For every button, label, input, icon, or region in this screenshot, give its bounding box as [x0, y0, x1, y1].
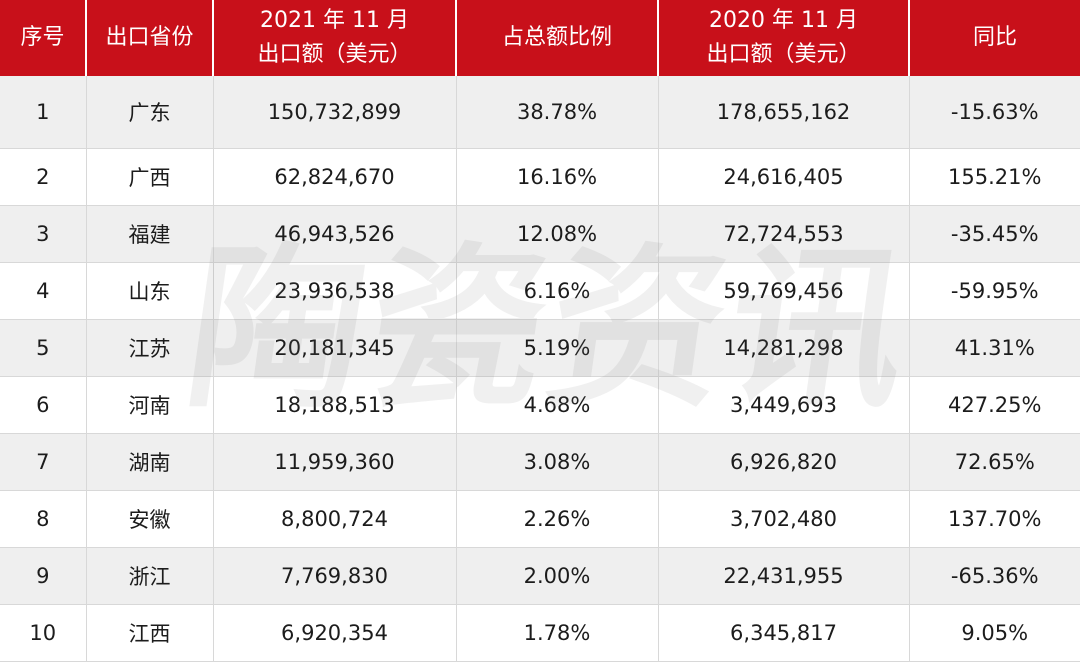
cell-rank: 4 [0, 262, 87, 320]
cell-yoy: -15.63% [909, 76, 1080, 149]
header-yoy: 同比 [909, 0, 1080, 76]
cell-province: 湖南 [86, 433, 214, 491]
cell-export-2021: 6,920,354 [213, 604, 457, 662]
cell-export-2020: 14,281,298 [658, 319, 910, 377]
cell-share: 4.68% [456, 376, 659, 434]
cell-province: 浙江 [86, 547, 214, 605]
header-export-2021-period: 2021 年 11 月 [260, 8, 409, 33]
table-row: 3 福建 46,943,526 12.08% 72,724,553 -35.45… [0, 205, 1080, 263]
cell-share: 38.78% [456, 76, 659, 149]
cell-share: 12.08% [456, 205, 659, 263]
cell-province: 福建 [86, 205, 214, 263]
cell-yoy: 137.70% [909, 490, 1080, 548]
header-export-2020: 2020 年 11 月 出口额（美元） [658, 0, 910, 76]
cell-province: 安徽 [86, 490, 214, 548]
cell-export-2020: 24,616,405 [658, 148, 910, 206]
cell-province: 江西 [86, 604, 214, 662]
cell-export-2020: 3,449,693 [658, 376, 910, 434]
table-row: 9 浙江 7,769,830 2.00% 22,431,955 -65.36% [0, 547, 1080, 605]
cell-export-2020: 22,431,955 [658, 547, 910, 605]
cell-rank: 2 [0, 148, 87, 206]
cell-province: 山东 [86, 262, 214, 320]
header-province: 出口省份 [86, 0, 214, 76]
cell-share: 3.08% [456, 433, 659, 491]
cell-export-2020: 6,926,820 [658, 433, 910, 491]
table-row: 4 山东 23,936,538 6.16% 59,769,456 -59.95% [0, 262, 1080, 320]
cell-province: 河南 [86, 376, 214, 434]
cell-rank: 1 [0, 76, 87, 149]
cell-share: 6.16% [456, 262, 659, 320]
cell-yoy: -35.45% [909, 205, 1080, 263]
cell-export-2021: 7,769,830 [213, 547, 457, 605]
cell-export-2020: 59,769,456 [658, 262, 910, 320]
header-row: 序号 出口省份 2021 年 11 月 出口额（美元） 占总额比例 2020 年… [0, 0, 1080, 76]
cell-yoy: 427.25% [909, 376, 1080, 434]
cell-yoy: -59.95% [909, 262, 1080, 320]
cell-export-2021: 11,959,360 [213, 433, 457, 491]
cell-rank: 6 [0, 376, 87, 434]
cell-export-2020: 72,724,553 [658, 205, 910, 263]
cell-export-2021: 150,732,899 [213, 76, 457, 149]
table-row: 2 广西 62,824,670 16.16% 24,616,405 155.21… [0, 148, 1080, 206]
table-row: 1 广东 150,732,899 38.78% 178,655,162 -15.… [0, 76, 1080, 149]
header-export-2021-amount: 出口额（美元） [257, 42, 412, 67]
cell-share: 2.00% [456, 547, 659, 605]
cell-export-2021: 23,936,538 [213, 262, 457, 320]
cell-share: 1.78% [456, 604, 659, 662]
cell-rank: 9 [0, 547, 87, 605]
table-row: 7 湖南 11,959,360 3.08% 6,926,820 72.65% [0, 433, 1080, 491]
cell-province: 江苏 [86, 319, 214, 377]
cell-rank: 8 [0, 490, 87, 548]
cell-share: 5.19% [456, 319, 659, 377]
table-row: 6 河南 18,188,513 4.68% 3,449,693 427.25% [0, 376, 1080, 434]
header-export-2020-amount: 出口额（美元） [706, 42, 861, 67]
header-share: 占总额比例 [456, 0, 659, 76]
cell-yoy: 41.31% [909, 319, 1080, 377]
cell-rank: 10 [0, 604, 87, 662]
cell-rank: 5 [0, 319, 87, 377]
cell-export-2021: 18,188,513 [213, 376, 457, 434]
table-row: 5 江苏 20,181,345 5.19% 14,281,298 41.31% [0, 319, 1080, 377]
cell-share: 16.16% [456, 148, 659, 206]
cell-share: 2.26% [456, 490, 659, 548]
cell-export-2021: 46,943,526 [213, 205, 457, 263]
cell-yoy: 155.21% [909, 148, 1080, 206]
cell-yoy: 9.05% [909, 604, 1080, 662]
header-export-2020-period: 2020 年 11 月 [709, 8, 858, 33]
header-export-2021: 2021 年 11 月 出口额（美元） [213, 0, 457, 76]
cell-export-2021: 8,800,724 [213, 490, 457, 548]
cell-province: 广东 [86, 76, 214, 149]
cell-export-2020: 3,702,480 [658, 490, 910, 548]
cell-province: 广西 [86, 148, 214, 206]
header-rank: 序号 [0, 0, 87, 76]
table-row: 10 江西 6,920,354 1.78% 6,345,817 9.05% [0, 604, 1080, 662]
cell-export-2021: 20,181,345 [213, 319, 457, 377]
cell-rank: 7 [0, 433, 87, 491]
table-row: 8 安徽 8,800,724 2.26% 3,702,480 137.70% [0, 490, 1080, 548]
cell-export-2020: 6,345,817 [658, 604, 910, 662]
cell-rank: 3 [0, 205, 87, 263]
cell-yoy: -65.36% [909, 547, 1080, 605]
cell-export-2021: 62,824,670 [213, 148, 457, 206]
cell-yoy: 72.65% [909, 433, 1080, 491]
cell-export-2020: 178,655,162 [658, 76, 910, 149]
